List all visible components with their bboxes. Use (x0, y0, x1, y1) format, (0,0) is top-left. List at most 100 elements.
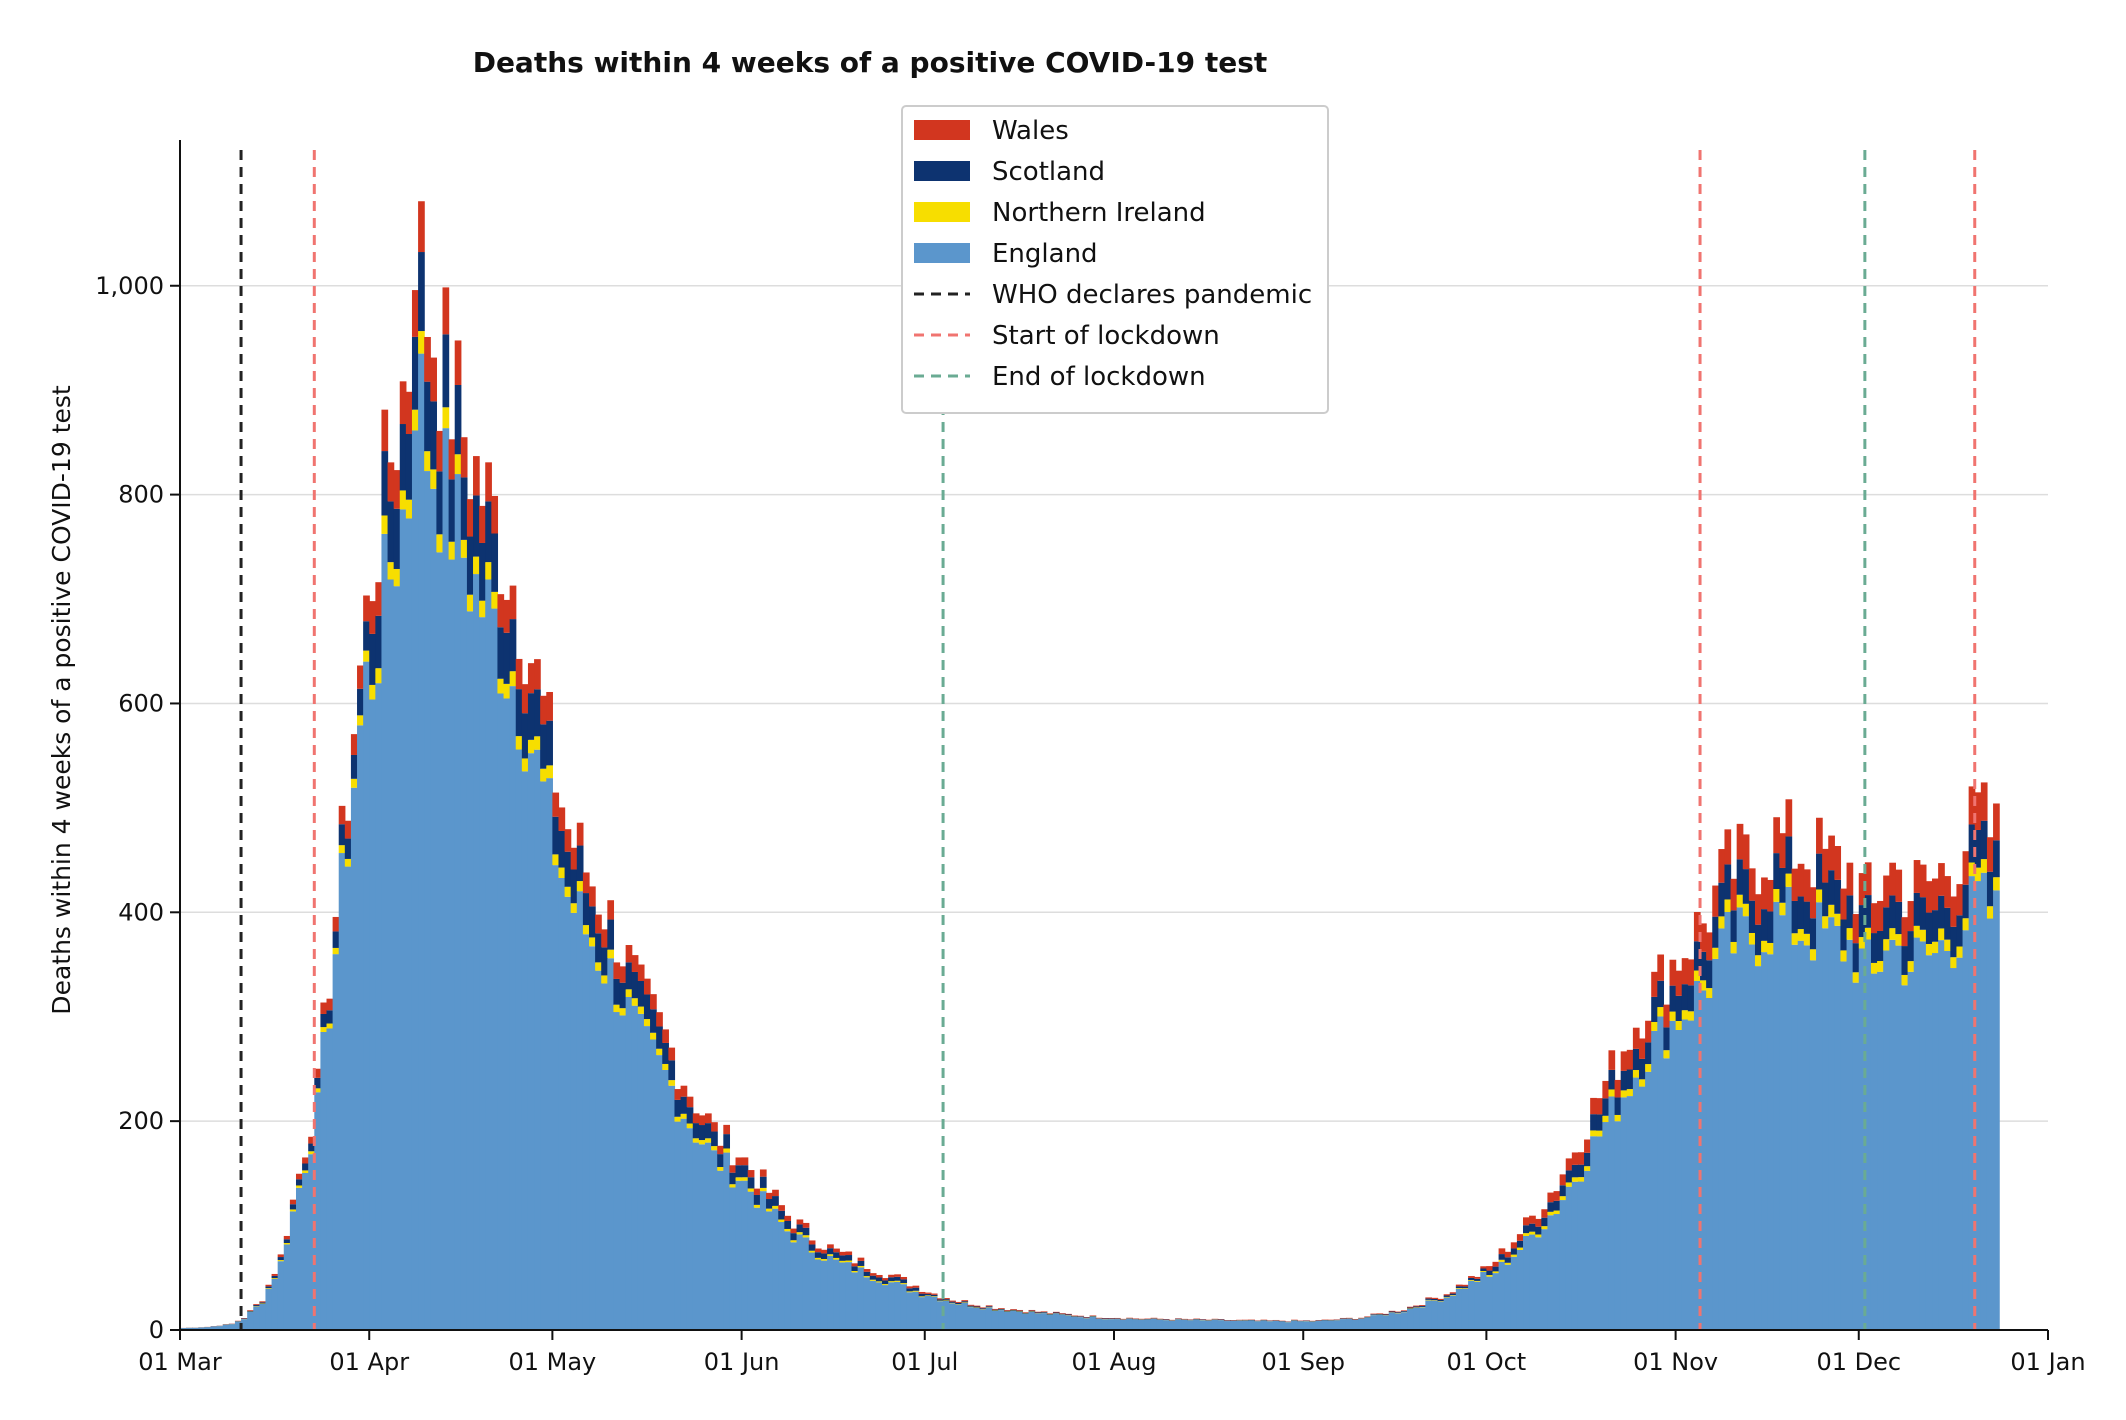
bar-northern-ireland-37 (405, 499, 413, 519)
bar-england-127 (955, 1304, 962, 1330)
bar-england-219 (1516, 1249, 1524, 1330)
bar-northern-ireland-62 (558, 867, 566, 878)
bar-northern-ireland-292 (1962, 918, 1970, 931)
bar-england-222 (1535, 1237, 1542, 1330)
bar-england-126 (949, 1303, 956, 1330)
bar-wales-139 (1028, 1309, 1036, 1311)
bar-wales-118 (900, 1276, 908, 1280)
bar-england-121 (918, 1297, 926, 1330)
bar-wales-280 (1889, 862, 1896, 896)
bar-scotland-140 (1034, 1312, 1042, 1314)
bar-wales-273 (1846, 862, 1854, 896)
bar-northern-ireland-18 (289, 1209, 297, 1212)
bar-wales-125 (943, 1298, 950, 1300)
bar-scotland-92 (741, 1165, 749, 1178)
bar-scotland-233 (1602, 1098, 1610, 1116)
bar-england-39 (418, 353, 425, 1330)
bar-scotland-53 (503, 632, 511, 684)
bar-wales-268 (1816, 817, 1823, 854)
bar-england-148 (1083, 1318, 1091, 1330)
bar-scotland-61 (552, 816, 560, 855)
bar-wales-51 (491, 495, 499, 534)
bar-northern-ireland-222 (1535, 1234, 1542, 1238)
bar-wales-248 (1693, 912, 1701, 942)
bar-wales-64 (570, 847, 578, 870)
bar-wales-96 (766, 1192, 773, 1200)
bar-northern-ireland-290 (1950, 957, 1958, 969)
bar-northern-ireland-288 (1938, 928, 1945, 941)
bar-england-249 (1700, 990, 1707, 1330)
bar-england-175 (1248, 1320, 1255, 1330)
bar-england-103 (808, 1252, 816, 1330)
bar-northern-ireland-260 (1767, 942, 1774, 955)
bar-scotland-145 (1065, 1314, 1072, 1316)
bar-northern-ireland-74 (631, 998, 639, 1006)
bar-england-250 (1706, 998, 1713, 1330)
bar-wales-114 (875, 1274, 883, 1278)
bar-northern-ireland-255 (1736, 894, 1744, 908)
bar-wales-220 (1523, 1217, 1530, 1226)
bar-england-106 (827, 1255, 834, 1330)
x-tick-label: 01 Nov (1633, 1348, 1718, 1376)
bar-wales-145 (1065, 1313, 1072, 1315)
bar-england-81 (674, 1121, 682, 1330)
bar-northern-ireland-67 (589, 937, 596, 947)
bar-england-129 (967, 1307, 975, 1330)
bar-england-264 (1791, 944, 1799, 1330)
bar-wales-39 (418, 201, 425, 253)
bar-wales-66 (582, 872, 590, 894)
bar-scotland-83 (686, 1107, 694, 1124)
bar-england-225 (1553, 1214, 1561, 1330)
bar-northern-ireland-110 (851, 1270, 859, 1273)
bar-wales-136 (1010, 1309, 1017, 1310)
bar-england-109 (845, 1262, 853, 1330)
bar-england-286 (1925, 955, 1933, 1330)
bar-northern-ireland-16 (277, 1260, 285, 1262)
bar-northern-ireland-283 (1907, 961, 1915, 972)
bar-wales-27 (344, 820, 352, 839)
bar-england-200 (1400, 1312, 1408, 1330)
bar-northern-ireland-285 (1919, 929, 1927, 942)
x-tick-label: 01 Jan (2010, 1348, 2085, 1376)
bar-england-74 (631, 1005, 639, 1330)
bar-england-99 (784, 1231, 792, 1330)
bar-wales-107 (833, 1248, 840, 1253)
bar-northern-ireland-217 (1504, 1262, 1512, 1265)
bar-wales-132 (985, 1305, 993, 1307)
bar-wales-113 (869, 1273, 877, 1276)
bar-scotland-212 (1474, 1278, 1481, 1281)
bar-wales-287 (1932, 878, 1939, 911)
bar-northern-ireland-256 (1742, 903, 1750, 917)
bar-northern-ireland-207 (1443, 1296, 1451, 1298)
bar-wales-223 (1541, 1209, 1549, 1218)
bar-england-52 (497, 693, 505, 1330)
bar-england-255 (1736, 907, 1744, 1330)
bar-scotland-52 (497, 627, 505, 679)
bar-england-37 (405, 518, 413, 1330)
bar-england-110 (851, 1272, 859, 1330)
bar-northern-ireland-38 (411, 409, 419, 431)
bar-scotland-139 (1028, 1310, 1036, 1312)
bar-scotland-267 (1809, 918, 1817, 950)
bar-england-252 (1718, 928, 1726, 1330)
bar-northern-ireland-239 (1638, 1079, 1646, 1087)
bar-wales-224 (1547, 1192, 1555, 1203)
bar-wales-72 (619, 966, 627, 983)
bar-northern-ireland-84 (692, 1138, 700, 1143)
bar-scotland-243 (1663, 1027, 1671, 1051)
bar-wales-11 (247, 1310, 254, 1311)
bar-scotland-201 (1407, 1307, 1414, 1309)
bar-northern-ireland-268 (1816, 889, 1823, 903)
bar-northern-ireland-83 (686, 1123, 694, 1129)
bar-northern-ireland-87 (711, 1146, 718, 1151)
bar-england-87 (711, 1150, 718, 1330)
bar-scotland-87 (711, 1131, 718, 1147)
bar-northern-ireland-52 (497, 678, 505, 694)
bar-wales-67 (589, 886, 596, 907)
bar-scotland-277 (1870, 933, 1878, 963)
bar-scotland-231 (1590, 1114, 1597, 1131)
bar-scotland-257 (1748, 900, 1756, 933)
bar-scotland-225 (1553, 1200, 1561, 1211)
bar-wales-197 (1382, 1313, 1390, 1315)
bar-scotland-73 (625, 962, 633, 990)
